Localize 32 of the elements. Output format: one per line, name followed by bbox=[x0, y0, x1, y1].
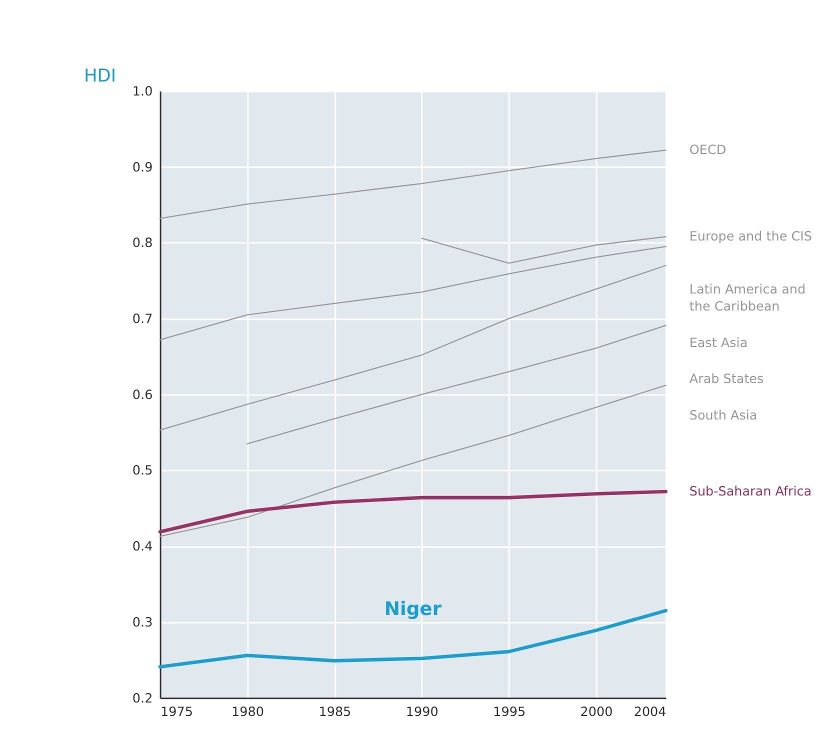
text: Latin America and the Caribbean bbox=[689, 282, 806, 314]
y-tick-label: 1.0 bbox=[132, 84, 153, 100]
line-series bbox=[159, 246, 666, 340]
line-series bbox=[159, 264, 666, 431]
x-tick-label: 1995 bbox=[493, 705, 526, 720]
line-series bbox=[246, 324, 666, 444]
y-tick-label: 0.2 bbox=[132, 691, 153, 706]
y-tick-label: 0.6 bbox=[132, 388, 153, 403]
y-tick-label: 0.5 bbox=[132, 464, 153, 479]
line-series bbox=[159, 150, 666, 220]
text: South Asia bbox=[689, 408, 758, 424]
y-tick-label: 0.9 bbox=[132, 160, 153, 176]
series-label: OECD bbox=[689, 143, 726, 158]
y-tick-label: 0.4 bbox=[132, 540, 153, 555]
x-tick-label: 1975 bbox=[160, 705, 194, 720]
text: Arab States bbox=[689, 372, 764, 388]
x-tick-label: 1980 bbox=[232, 705, 264, 720]
series-label: Europe and the CIS bbox=[689, 230, 812, 245]
y-axis-title: HDI bbox=[84, 66, 116, 87]
series-label: Sub-Saharan Africa bbox=[689, 484, 812, 500]
line-series bbox=[159, 384, 666, 537]
x-tick-label: 2000 bbox=[580, 705, 613, 720]
y-tick-label: 0.7 bbox=[132, 312, 153, 328]
y-tick-label: 0.3 bbox=[132, 615, 153, 630]
line-series bbox=[158, 490, 668, 534]
line-series bbox=[421, 236, 666, 264]
x-tick-label: 1985 bbox=[318, 705, 352, 720]
x-tick-label: 1990 bbox=[406, 705, 438, 720]
annotation: Niger bbox=[384, 599, 442, 620]
y-tick-label: 0.8 bbox=[132, 236, 153, 252]
text: East Asia bbox=[689, 336, 748, 351]
x-tick-label: 2004 bbox=[634, 705, 666, 720]
